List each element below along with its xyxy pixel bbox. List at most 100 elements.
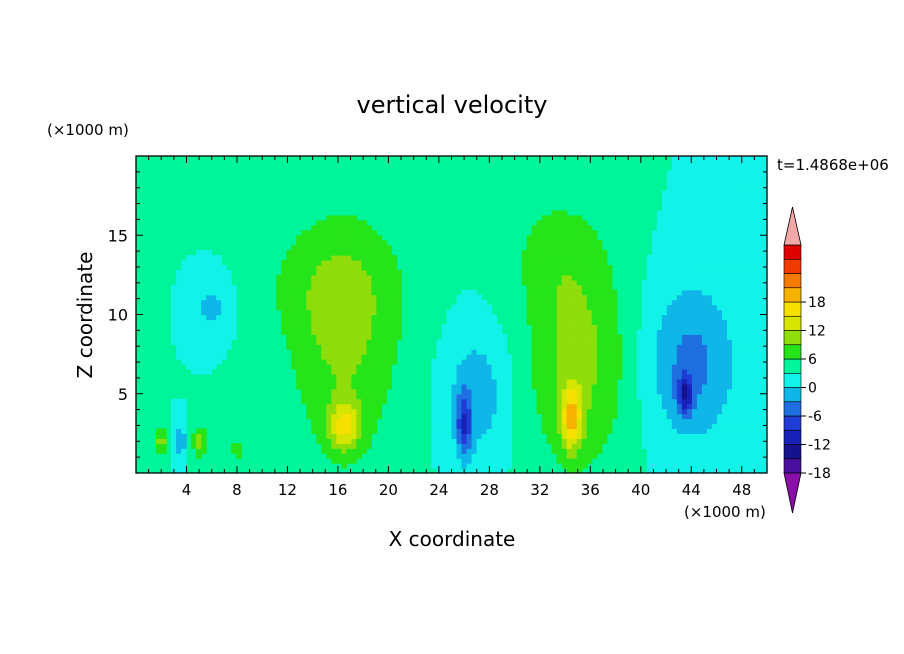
- field-cell: [331, 349, 337, 355]
- field-cell: [741, 289, 748, 296]
- x-tick-label: 16: [328, 481, 347, 499]
- field-cell: [591, 299, 598, 306]
- field-cell: [196, 364, 202, 370]
- field-cell: [601, 329, 608, 335]
- field-cell: [346, 373, 352, 380]
- field-cell: [641, 368, 648, 375]
- field-cell: [706, 388, 713, 395]
- field-cell: [661, 403, 668, 410]
- field-cell: [696, 245, 703, 251]
- field-cell: [501, 433, 508, 439]
- field-cell: [551, 215, 558, 221]
- field-cell: [171, 423, 177, 430]
- field-cell: [681, 200, 688, 207]
- field-cell: [521, 264, 528, 271]
- field-cell: [741, 235, 748, 241]
- field-cell: [546, 398, 553, 405]
- field-cell: [316, 403, 322, 410]
- field-cell: [731, 160, 738, 167]
- field-cell: [446, 458, 453, 464]
- field-cell: [736, 468, 743, 473]
- field-cell: [586, 373, 593, 380]
- field-cell: [306, 304, 312, 311]
- field-cell: [756, 393, 763, 400]
- field-cell: [471, 453, 478, 459]
- field-cell: [431, 373, 438, 380]
- field-cell: [716, 448, 723, 454]
- field-cell: [356, 314, 362, 321]
- field-cell: [591, 383, 598, 390]
- field-cell: [336, 299, 342, 306]
- field-cell: [661, 324, 668, 330]
- field-cell: [661, 398, 668, 405]
- field-cell: [171, 299, 177, 306]
- field-cell: [441, 448, 448, 454]
- field-cell: [216, 309, 222, 316]
- field-cell: [521, 279, 528, 286]
- field-cell: [576, 339, 583, 345]
- field-cell: [606, 423, 613, 430]
- field-cell: [536, 378, 543, 385]
- field-cell: [566, 354, 573, 360]
- field-cell: [696, 388, 703, 395]
- field-cell: [236, 443, 242, 449]
- field-cell: [526, 294, 533, 301]
- field-cell: [331, 339, 337, 345]
- field-cell: [691, 388, 698, 395]
- field-cell: [176, 463, 182, 469]
- field-cell: [711, 299, 718, 306]
- field-cell: [671, 165, 678, 172]
- field-cell: [196, 359, 202, 365]
- field-cell: [686, 458, 693, 464]
- field-cell: [386, 324, 393, 330]
- field-cell: [191, 359, 197, 365]
- field-cell: [591, 334, 598, 340]
- field-cell: [461, 443, 468, 449]
- field-cell: [356, 329, 362, 335]
- field-cell: [566, 260, 573, 266]
- field-cell: [476, 364, 483, 370]
- field-cell: [576, 403, 583, 410]
- field-cell: [736, 383, 743, 390]
- field-cell: [351, 309, 357, 316]
- field-cell: [506, 443, 513, 449]
- field-cell: [551, 364, 558, 370]
- field-cell: [686, 433, 693, 439]
- field-cell: [351, 324, 357, 330]
- field-cell: [651, 289, 658, 296]
- field-cell: [606, 359, 613, 365]
- field-cell: [346, 284, 352, 291]
- field-cell: [546, 413, 553, 420]
- field-cell: [366, 319, 372, 325]
- field-cell: [221, 294, 227, 301]
- field-cell: [611, 368, 618, 375]
- colorbar-swatch: [783, 401, 802, 417]
- field-cell: [501, 344, 508, 350]
- field-cell: [331, 364, 337, 370]
- field-cell: [211, 264, 217, 271]
- field-cell: [366, 423, 372, 430]
- field-cell: [291, 304, 297, 311]
- field-cell: [531, 354, 538, 360]
- field-cell: [486, 364, 493, 370]
- field-cell: [591, 255, 598, 261]
- field-cell: [386, 344, 393, 350]
- field-cell: [566, 274, 573, 281]
- field-cell: [316, 269, 322, 276]
- field-cell: [541, 279, 548, 286]
- field-cell: [706, 255, 713, 261]
- field-cell: [546, 245, 553, 251]
- field-cell: [461, 418, 468, 425]
- field-cell: [451, 359, 458, 365]
- field-cell: [196, 289, 202, 296]
- field-cell: [671, 274, 678, 281]
- field-cell: [481, 339, 488, 345]
- field-cell: [571, 299, 578, 306]
- field-cell: [306, 349, 312, 355]
- field-cell: [296, 334, 302, 340]
- field-cell: [346, 423, 352, 430]
- field-cell: [726, 438, 733, 444]
- field-cell: [581, 393, 588, 400]
- field-cell: [376, 393, 382, 400]
- field-cell: [171, 319, 177, 325]
